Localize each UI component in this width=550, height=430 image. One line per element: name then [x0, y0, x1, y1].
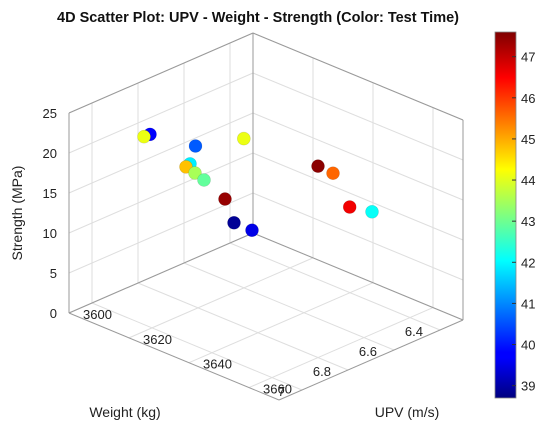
upv-tick-label: 3660	[263, 382, 292, 397]
axis-edge	[252, 232, 464, 321]
data-point	[218, 192, 232, 206]
grid-line	[188, 282, 374, 364]
colorbar-ticks: 39 40 41 42 43 44 45 46 47	[512, 50, 535, 394]
colorbar-tick-label: 41	[521, 296, 535, 311]
z-axis-label: Strength (MPa)	[9, 166, 25, 261]
data-point	[237, 131, 251, 146]
axis-edge	[68, 232, 254, 314]
z-tick-label: 25	[43, 106, 57, 121]
grid-line	[68, 72, 254, 154]
grid-line	[137, 282, 349, 371]
weight-tick-label: 6.6	[359, 344, 377, 359]
z-tick-label: 20	[43, 146, 57, 161]
data-point	[197, 173, 211, 187]
colorbar-tick-label: 39	[521, 379, 535, 394]
grid-line	[252, 192, 464, 281]
colorbar-tick-label: 46	[521, 91, 535, 106]
grid-line	[248, 307, 434, 389]
weight-tick-label: 7	[278, 384, 285, 399]
colorbar-tick-label: 47	[521, 50, 535, 65]
upv-tick-label: 3620	[143, 332, 172, 347]
grid-line	[252, 152, 464, 241]
grid-line	[229, 242, 441, 331]
colorbar-tick-label: 42	[521, 255, 535, 270]
weight-axis-label: Weight (kg)	[89, 404, 160, 420]
data-point	[342, 200, 357, 214]
grid-line	[68, 152, 254, 234]
grid-line	[128, 257, 314, 339]
grid-line	[183, 262, 395, 351]
grid-line	[68, 192, 254, 274]
weight-tick-label: 6.8	[313, 364, 331, 379]
colorbar-tick-label: 44	[521, 173, 535, 188]
grid-line	[252, 72, 464, 161]
axes-box	[68, 32, 464, 401]
z-tick-label: 10	[43, 226, 57, 241]
axis-edge	[278, 319, 464, 401]
colorbar	[494, 31, 517, 399]
colorbar-tick-label: 43	[521, 214, 535, 229]
axis-edge	[68, 312, 280, 401]
data-point	[188, 139, 203, 153]
z-tick-label: 15	[43, 186, 57, 201]
upv-tick-label: 3600	[83, 307, 112, 322]
data-point	[227, 215, 241, 230]
data-points	[137, 127, 379, 238]
upv-tick-label: 3640	[203, 357, 232, 372]
tick-labels: 0 5 10 15 20 25 6.4 6.6 6.8 7 3600 3620 3640 3660	[43, 106, 423, 399]
colorbar-tick-label: 45	[521, 132, 535, 147]
data-point	[365, 204, 379, 219]
data-point	[311, 159, 325, 173]
z-tick-label: 0	[50, 306, 57, 321]
grid-line	[252, 112, 464, 201]
colorbar-tick-label: 40	[521, 338, 535, 353]
axis-edge	[252, 32, 464, 121]
axis-edge	[68, 32, 254, 114]
z-tick-label: 5	[50, 266, 57, 281]
upv-axis-label: UPV (m/s)	[375, 404, 440, 420]
weight-tick-label: 6.4	[405, 324, 423, 339]
grid-line	[91, 302, 303, 391]
data-point	[188, 166, 202, 180]
grid-line	[68, 112, 254, 194]
data-point	[137, 129, 151, 144]
data-point	[245, 223, 259, 238]
chart-title: 4D Scatter Plot: UPV - Weight - Strength…	[57, 10, 459, 26]
data-point	[326, 166, 340, 180]
